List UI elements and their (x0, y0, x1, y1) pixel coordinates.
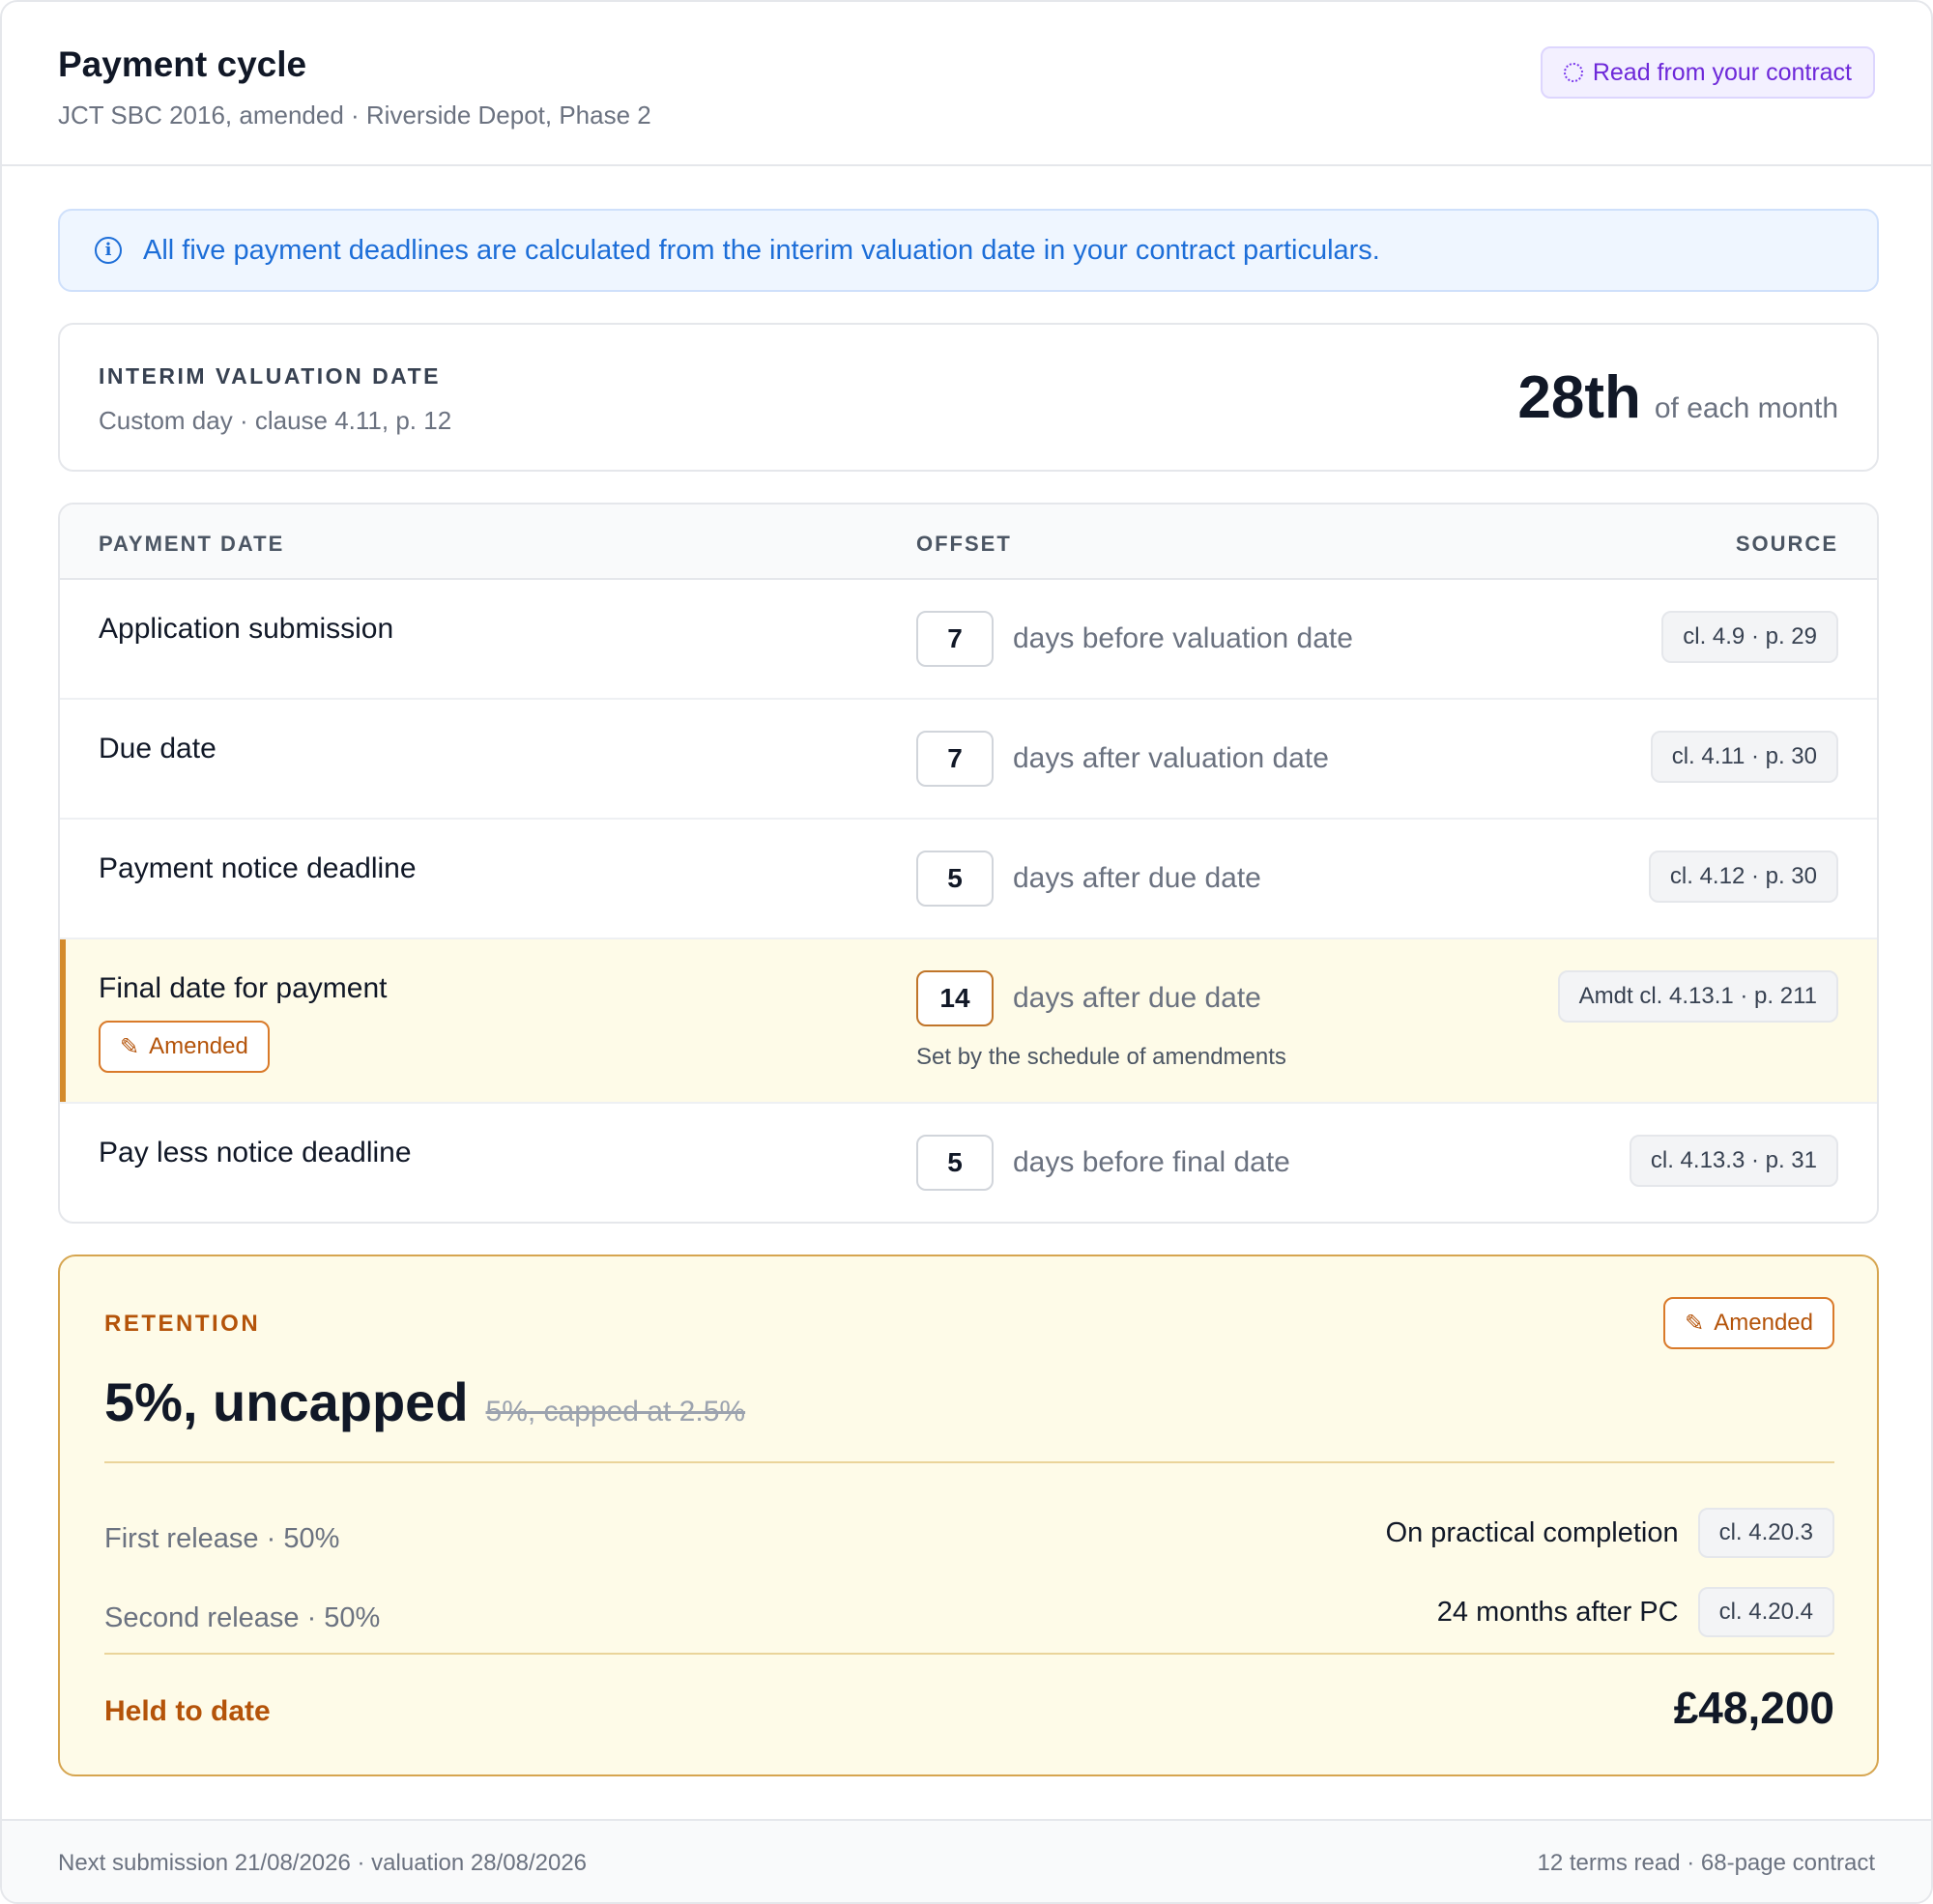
valuation-unit: of each month (1654, 392, 1838, 424)
retention-previous-rate: 5%, capped at 2.5% (485, 1396, 746, 1428)
offset-note: Set by the schedule of amendments (916, 1044, 1286, 1070)
column-header-payment-date: PAYMENT DATE (99, 532, 285, 556)
next-submission-text: Next submission 21/08/2026 · valuation 2… (58, 1850, 588, 1876)
terms-read-text: 12 terms read · 68-page contract (1537, 1850, 1875, 1876)
source-reference[interactable]: cl. 4.13.3 · p. 31 (1629, 1135, 1838, 1187)
valuation-sub: Custom day · clause 4.11, p. 12 (99, 406, 452, 435)
release-timing: 24 months after PC (1436, 1596, 1679, 1628)
amended-badge-label: Amended (1714, 1310, 1813, 1336)
amended-badge-label: Amended (149, 1033, 248, 1059)
read-from-contract-badge[interactable]: Read from your contract (1540, 46, 1875, 99)
days-input[interactable]: 5 (916, 851, 994, 907)
loading-ring-icon (1563, 63, 1583, 82)
source-reference[interactable]: cl. 4.11 · p. 30 (1650, 731, 1838, 783)
table-row: Payment notice deadline 5 days after due… (60, 820, 1877, 939)
table-row: Pay less notice deadline 5 days before f… (60, 1104, 1877, 1222)
retention-label: RETENTION (104, 1311, 261, 1337)
release-timing: On practical completion (1385, 1516, 1679, 1548)
contract-subtitle: JCT SBC 2016, amended · Riverside Depot,… (58, 101, 651, 130)
retention-rate: 5%, uncapped (104, 1371, 469, 1432)
amended-badge: ✎ Amended (1663, 1297, 1834, 1349)
amended-badge: ✎ Amended (99, 1021, 270, 1073)
pencil-icon: ✎ (120, 1033, 140, 1060)
source-reference[interactable]: cl. 4.12 · p. 30 (1648, 851, 1838, 903)
info-icon: i (95, 237, 122, 264)
info-banner: i All five payment deadlines are calcula… (58, 209, 1879, 292)
retention-headline: 5%, uncapped 5%, capped at 2.5% (104, 1370, 745, 1433)
source-reference[interactable]: cl. 4.9 · p. 29 (1661, 611, 1838, 663)
read-from-contract-label: Read from your contract (1592, 58, 1852, 86)
retention-panel: RETENTION ✎ Amended 5%, uncapped 5%, cap… (58, 1255, 1879, 1776)
offset-text: days before valuation date (1013, 622, 1353, 654)
row-label: Due date (99, 733, 216, 764)
held-to-date-label: Held to date (104, 1695, 271, 1727)
held-to-date-amount: £48,200 (1673, 1683, 1834, 1733)
table-row: Due date 7 days after valuation date cl.… (60, 700, 1877, 820)
payment-dates-table: PAYMENT DATE OFFSET SOURCE Application s… (58, 503, 1879, 1224)
days-input[interactable]: 14 (916, 970, 994, 1026)
source-reference[interactable]: cl. 4.20.4 (1697, 1587, 1834, 1637)
release-label: Second release · 50% (104, 1602, 381, 1633)
row-label: Pay less notice deadline (99, 1137, 412, 1168)
row-label: Payment notice deadline (99, 852, 417, 884)
column-header-source: SOURCE (1735, 532, 1838, 556)
days-input[interactable]: 5 (916, 1135, 994, 1191)
pencil-icon: ✎ (1685, 1310, 1705, 1337)
valuation-label: INTERIM VALUATION DATE (99, 363, 441, 389)
divider (104, 1461, 1834, 1463)
release-detail: On practical completion cl. 4.20.3 (1386, 1508, 1834, 1558)
valuation-day: 28th (1517, 364, 1641, 431)
release-label: First release · 50% (104, 1523, 340, 1554)
table-row-amended: Final date for payment ✎ Amended 14 days… (60, 939, 1877, 1104)
table-header: PAYMENT DATE OFFSET SOURCE (60, 505, 1877, 580)
offset-text: days after due date (1013, 862, 1261, 894)
page-title: Payment cycle (58, 44, 307, 84)
interim-valuation-box: INTERIM VALUATION DATE Custom day · clau… (58, 323, 1879, 472)
card-header: Payment cycle JCT SBC 2016, amended · Ri… (2, 2, 1931, 166)
valuation-value: 28th of each month (1517, 363, 1838, 432)
table-row: Application submission 7 days before val… (60, 580, 1877, 700)
column-header-offset: OFFSET (916, 532, 1012, 556)
row-label: Final date for payment (99, 972, 388, 1004)
info-banner-text: All five payment deadlines are calculate… (143, 234, 1380, 266)
offset-text: days after due date (1013, 982, 1261, 1014)
offset-text: days before final date (1013, 1146, 1290, 1178)
source-reference[interactable]: cl. 4.20.3 (1697, 1508, 1834, 1558)
divider (104, 1653, 1834, 1655)
offset-text: days after valuation date (1013, 742, 1329, 774)
days-input[interactable]: 7 (916, 731, 994, 787)
days-input[interactable]: 7 (916, 611, 994, 667)
source-reference[interactable]: Amdt cl. 4.13.1 · p. 211 (1557, 970, 1838, 1023)
release-detail: 24 months after PC cl. 4.20.4 (1437, 1587, 1834, 1637)
card-footer: Next submission 21/08/2026 · valuation 2… (2, 1819, 1931, 1902)
row-label: Application submission (99, 613, 394, 645)
